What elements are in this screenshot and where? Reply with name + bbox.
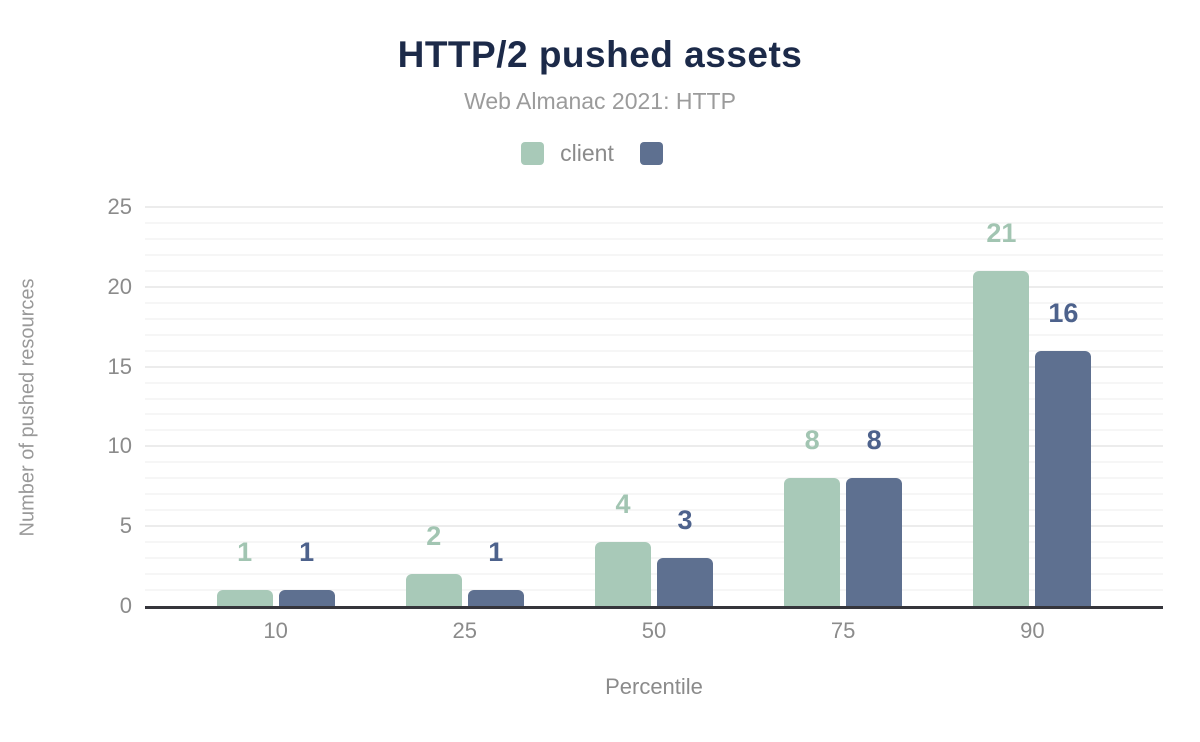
- gridline: [145, 493, 1163, 496]
- x-tick-label: 75: [830, 618, 856, 643]
- bar-groups: 1 1 2 1 4 3 8 8 21 16: [145, 207, 1163, 606]
- bar-value-label: 3: [677, 505, 693, 536]
- bar-wrap: 8: [846, 425, 903, 606]
- bar-series2-p25[interactable]: [467, 590, 524, 606]
- bar-wrap: 2: [405, 521, 462, 606]
- y-tick-label: 5: [119, 513, 132, 539]
- gridline: [145, 413, 1163, 416]
- bar-value-label: 8: [866, 425, 882, 456]
- y-tick-label: 15: [107, 353, 132, 379]
- gridline: [145, 509, 1163, 512]
- gridline: [145, 541, 1163, 544]
- gridline: [145, 365, 1163, 368]
- gridline: [145, 253, 1163, 256]
- y-tick-label: 25: [107, 194, 132, 219]
- x-tick-label: 10: [263, 618, 288, 643]
- gridline: [145, 589, 1163, 592]
- legend-label: client: [560, 140, 614, 166]
- gridline: [145, 285, 1163, 288]
- bar-wrap: 4: [594, 489, 651, 606]
- bar-series2-p90[interactable]: [1035, 350, 1092, 606]
- bar-value-label: 2: [426, 521, 442, 552]
- bar-value-label: 1: [299, 537, 315, 568]
- gridline: [145, 301, 1163, 304]
- bar-value-label: 21: [986, 217, 1017, 248]
- bar-series2-p10[interactable]: [278, 590, 335, 606]
- legend-item-client: client: [521, 140, 614, 167]
- bar-value-label: 8: [804, 425, 820, 456]
- x-axis-tick-labels: 10 25 50 75 90: [145, 618, 1163, 644]
- gridline: [145, 525, 1163, 528]
- x-axis-title: Percentile: [605, 674, 703, 699]
- chart-title: HTTP/2 pushed assets: [397, 34, 803, 75]
- gridline: [145, 317, 1163, 320]
- bar-wrap: 16: [1035, 297, 1092, 606]
- gridline: [145, 333, 1163, 336]
- bar-wrap: 3: [656, 505, 713, 606]
- bar-client-p10[interactable]: [216, 590, 273, 606]
- gridline: [145, 461, 1163, 464]
- gridline: [145, 397, 1163, 400]
- legend-item-series2: [639, 142, 679, 165]
- bar-group-p90: 21 16: [973, 207, 1092, 606]
- bar-value-label: 16: [1048, 297, 1079, 328]
- bar-value-label: 4: [615, 489, 631, 520]
- gridline: [145, 557, 1163, 560]
- gridline: [145, 445, 1163, 448]
- plot-area: 1 1 2 1 4 3 8 8 21 16: [145, 206, 1163, 609]
- legend: client: [0, 140, 1200, 167]
- gridline: [145, 381, 1163, 384]
- gridline: [145, 237, 1163, 240]
- x-axis-line: [145, 606, 1163, 609]
- bar-wrap: 1: [216, 537, 273, 606]
- bar-client-p25[interactable]: [405, 574, 462, 606]
- bar-series2-p50[interactable]: [656, 558, 713, 606]
- bar-client-p50[interactable]: [594, 542, 651, 606]
- bar-client-p75[interactable]: [784, 478, 841, 606]
- gridline: [145, 221, 1163, 224]
- bar-wrap: 8: [784, 425, 841, 606]
- y-tick-label: 10: [107, 433, 132, 459]
- legend-swatch-series2: [639, 142, 663, 165]
- gridline: [145, 269, 1163, 272]
- chart-subtitle: Web Almanac 2021: HTTP: [464, 88, 736, 114]
- x-tick-label: 25: [452, 618, 478, 643]
- bar-client-p90[interactable]: [973, 270, 1030, 606]
- x-tick-label: 50: [641, 618, 667, 643]
- bar-value-label: 1: [488, 537, 504, 568]
- y-tick-label: 20: [107, 273, 132, 299]
- bar-wrap: 21: [973, 217, 1030, 606]
- legend-swatch-client: [521, 142, 545, 165]
- bar-wrap: 1: [278, 537, 335, 606]
- bar-wrap: 1: [467, 537, 524, 606]
- y-axis-title: Number of pushed resources: [16, 278, 39, 537]
- gridline: [145, 573, 1163, 576]
- gridline: [145, 429, 1163, 432]
- bar-series2-p75[interactable]: [846, 478, 903, 606]
- gridline: [145, 477, 1163, 480]
- gridline: [145, 349, 1163, 352]
- bar-value-label: 1: [237, 537, 253, 568]
- x-tick-label: 90: [1020, 618, 1045, 643]
- gridline: [145, 206, 1163, 208]
- y-tick-label: 0: [119, 593, 132, 618]
